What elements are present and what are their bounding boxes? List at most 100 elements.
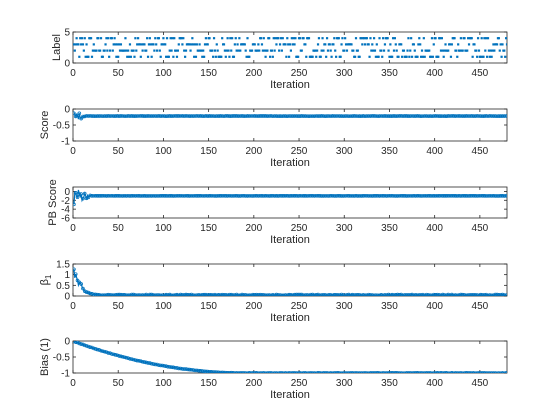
data-point <box>128 43 132 46</box>
data-point <box>118 49 122 52</box>
data-point <box>269 194 273 198</box>
data-point <box>173 293 177 296</box>
data-point <box>352 49 355 52</box>
data-point <box>354 114 358 118</box>
data-point <box>136 43 139 46</box>
data-point <box>204 114 208 118</box>
data-point <box>117 194 121 198</box>
data-point <box>469 371 474 373</box>
data-point <box>97 194 102 198</box>
data-point <box>120 293 125 296</box>
data-point <box>439 49 443 52</box>
data-point <box>401 55 404 58</box>
data-point <box>252 293 257 296</box>
data-point <box>395 114 400 118</box>
data-point <box>190 43 193 46</box>
data-point <box>484 194 489 198</box>
data-point <box>119 354 123 359</box>
data-point <box>124 114 129 118</box>
data-point <box>477 49 481 52</box>
data-point <box>216 114 221 118</box>
data-point <box>119 43 123 46</box>
data-point <box>265 293 270 296</box>
data-point <box>296 194 300 198</box>
data-point <box>240 114 244 118</box>
data-point <box>464 114 469 118</box>
data-point <box>413 49 416 52</box>
data-point <box>399 194 404 198</box>
data-point <box>335 55 338 58</box>
data-point <box>147 43 151 46</box>
data-point <box>424 371 429 373</box>
data-point <box>388 55 391 58</box>
data-point <box>442 55 445 58</box>
data-point <box>404 293 409 296</box>
data-point <box>175 55 179 58</box>
data-point <box>372 49 375 52</box>
data-point <box>260 114 264 118</box>
data-point <box>243 43 246 46</box>
data-point <box>180 194 185 198</box>
data-point <box>319 194 324 198</box>
data-point <box>311 55 314 58</box>
data-point <box>200 114 205 118</box>
x-tick-label: 450 <box>472 223 489 234</box>
data-point <box>314 292 319 296</box>
x-tick-label: 450 <box>472 146 489 157</box>
data-point <box>403 293 407 296</box>
data-point <box>345 114 349 118</box>
data-point <box>390 114 394 118</box>
data-point <box>361 194 366 198</box>
data-point <box>95 114 100 118</box>
data-point <box>441 114 445 118</box>
data-point <box>287 371 291 373</box>
data-point <box>462 293 467 296</box>
data-point <box>216 49 219 52</box>
data-point <box>412 371 416 373</box>
data-point <box>148 114 152 118</box>
data-point <box>253 43 256 46</box>
x-tick-label: 0 <box>70 223 76 234</box>
data-point <box>245 194 250 198</box>
data-point <box>471 293 476 296</box>
data-point <box>148 194 152 198</box>
data-point <box>381 114 385 118</box>
data-point <box>500 292 505 296</box>
data-point <box>475 194 479 198</box>
data-point <box>178 366 183 371</box>
data-point <box>204 292 208 296</box>
x-axis-label: Iteration <box>270 157 310 169</box>
data-point <box>316 114 320 118</box>
data-point <box>500 114 505 118</box>
data-point <box>231 371 235 373</box>
data-point <box>406 293 411 296</box>
data-point <box>110 114 114 118</box>
data-point <box>243 293 248 296</box>
data-point <box>95 49 98 52</box>
data-point <box>276 293 281 296</box>
data-point <box>379 193 384 198</box>
data-point <box>368 293 373 296</box>
data-point <box>229 292 234 296</box>
data-point <box>111 352 116 357</box>
data-point <box>106 351 111 355</box>
data-point <box>124 37 127 40</box>
data-point <box>249 371 253 373</box>
data-point <box>231 114 235 118</box>
data-point <box>468 114 472 118</box>
data-point <box>251 292 255 296</box>
x-tick-label: 300 <box>336 378 353 389</box>
data-point <box>491 371 496 373</box>
data-point <box>428 293 432 296</box>
data-point <box>193 293 197 296</box>
data-point <box>246 37 249 40</box>
data-point <box>242 114 246 118</box>
data-point <box>328 114 333 118</box>
data-point <box>299 292 304 296</box>
data-point <box>178 292 183 296</box>
data-point <box>131 357 136 362</box>
data-point <box>303 293 308 296</box>
data-point <box>391 55 394 58</box>
data-point <box>170 49 173 52</box>
data-point <box>131 292 136 296</box>
